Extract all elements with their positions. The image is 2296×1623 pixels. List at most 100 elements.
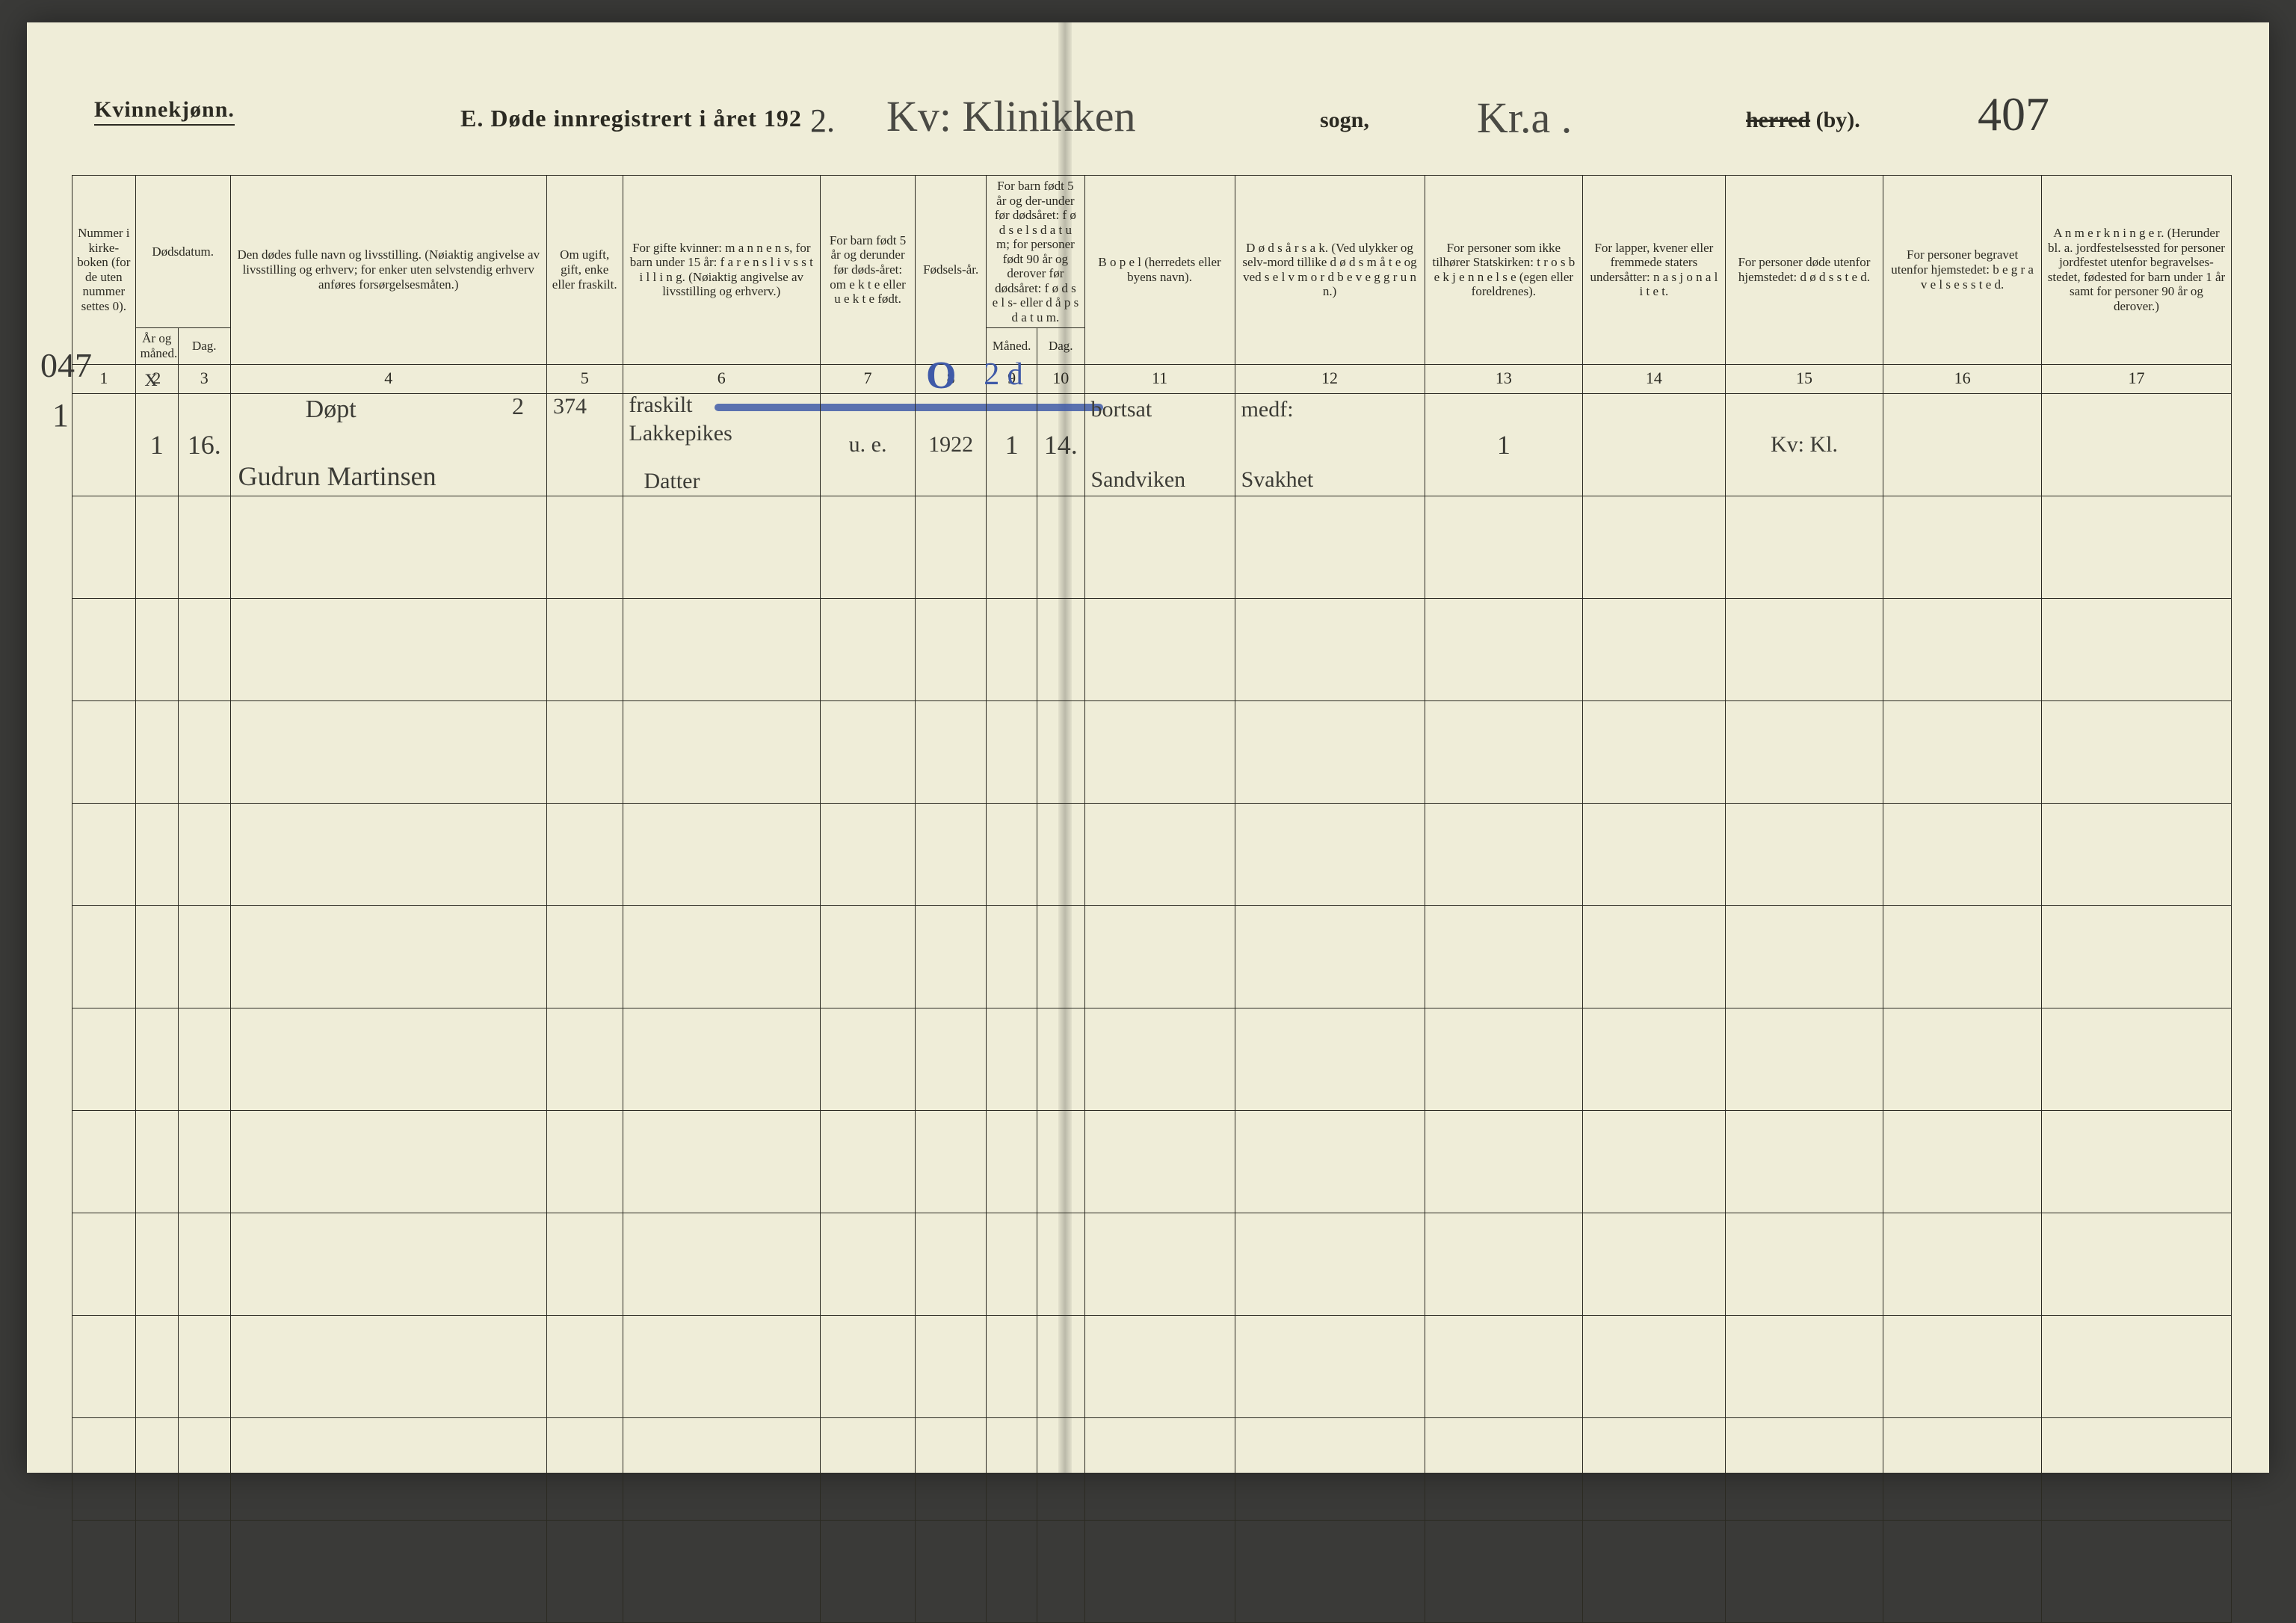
blank-cell: [230, 803, 546, 905]
blank-cell: [821, 1315, 916, 1417]
blank-cell: [1425, 1315, 1583, 1417]
blank-cell: [1725, 496, 1883, 598]
blank-cell: [2041, 598, 2231, 700]
col-12-head: D ø d s å r s a k. (Ved ulykker og selv-…: [1235, 176, 1425, 365]
col-2-3-group: Dødsdatum.: [135, 176, 230, 328]
blank-cell: [1583, 1110, 1725, 1213]
blank-cell: [1235, 1213, 1425, 1315]
colnum-12: 12: [1235, 364, 1425, 393]
blank-cell: [1235, 1008, 1425, 1110]
col-6-head: For gifte kvinner: m a n n e n s, for ba…: [623, 176, 821, 365]
blank-cell: [1583, 1520, 1725, 1622]
col-8-head: Fødsels-år.: [916, 176, 987, 365]
table-body: 1 16. Døpt 2 Gudrun Martinsen 374 fraski…: [72, 393, 2232, 1622]
blank-cell: [916, 1315, 987, 1417]
table-row: [72, 700, 2232, 803]
blank-cell: [2041, 803, 2231, 905]
blank-cell: [821, 598, 916, 700]
r1-c11: bortsat Sandviken: [1084, 393, 1235, 496]
blank-cell: [230, 1213, 546, 1315]
blank-cell: [1425, 700, 1583, 803]
blank-cell: [546, 1008, 623, 1110]
blank-cell: [1883, 1110, 2042, 1213]
r1-c11-top: bortsat: [1091, 398, 1152, 421]
blank-cell: [72, 700, 136, 803]
blank-cell: [546, 700, 623, 803]
blank-cell: [623, 803, 821, 905]
blank-cell: [987, 1008, 1037, 1110]
blank-cell: [1037, 1520, 1085, 1622]
blank-cell: [72, 803, 136, 905]
blank-cell: [1725, 1315, 1883, 1417]
r1-c12-top: medf:: [1241, 398, 1294, 421]
r1-c6-top: fraskilt: [629, 394, 693, 416]
blank-cell: [1235, 1110, 1425, 1213]
blank-cell: [623, 1110, 821, 1213]
blank-cell: [1425, 598, 1583, 700]
blank-cell: [1425, 803, 1583, 905]
r1-c4-sup: 2: [512, 394, 524, 418]
r1-c6: fraskilt Lakkepikes Datter: [623, 393, 821, 496]
blank-cell: [1425, 1417, 1583, 1520]
blank-cell: [230, 496, 546, 598]
blank-cell: [1037, 1110, 1085, 1213]
blank-cell: [987, 1520, 1037, 1622]
blank-cell: [135, 1008, 178, 1110]
r1-c15: Kv: Kl.: [1725, 393, 1883, 496]
blank-cell: [135, 1213, 178, 1315]
header-herred-strike: herred: [1746, 108, 1810, 132]
blank-cell: [623, 1417, 821, 1520]
r1-c5-top: 374: [553, 395, 587, 418]
blank-cell: [1725, 1008, 1883, 1110]
blank-cell: [135, 598, 178, 700]
blank-cell: [1084, 1417, 1235, 1520]
blank-cell: [135, 1315, 178, 1417]
ledger-page: Kvinnekjønn. E. Døde innregistrert i åre…: [27, 22, 2269, 1473]
blank-cell: [72, 1008, 136, 1110]
colnum-6: 6: [623, 364, 821, 393]
blank-cell: [1883, 1417, 2042, 1520]
blank-cell: [916, 496, 987, 598]
blank-cell: [821, 1110, 916, 1213]
head-row-1: Nummer i kirke-boken (for de uten nummer…: [72, 176, 2232, 328]
blank-cell: [916, 700, 987, 803]
colnum-4: 4: [230, 364, 546, 393]
head-num-row: 1 2 x 3 4 5 6 7 8 O 9 2: [72, 364, 2232, 393]
blank-cell: [821, 1520, 916, 1622]
r1-c6-mid: Lakkepikes: [629, 422, 732, 445]
blank-cell: [1084, 496, 1235, 598]
blank-cell: [230, 1315, 546, 1417]
blank-cell: [821, 1417, 916, 1520]
blank-cell: [987, 598, 1037, 700]
blank-cell: [623, 1008, 821, 1110]
blank-cell: [1037, 1315, 1085, 1417]
blank-cell: [1725, 1110, 1883, 1213]
col-14-head: For lapper, kvener eller fremmede stater…: [1583, 176, 1725, 365]
table-row: [72, 1213, 2232, 1315]
blank-cell: [987, 1315, 1037, 1417]
blank-cell: [821, 803, 916, 905]
blank-cell: [135, 803, 178, 905]
blank-cell: [1425, 1213, 1583, 1315]
col-13-head: For personer som ikke tilhører Statskirk…: [1425, 176, 1583, 365]
blank-cell: [987, 1417, 1037, 1520]
blank-cell: [230, 598, 546, 700]
header-sogn-label: sogn,: [1320, 108, 1369, 133]
blank-cell: [1037, 1008, 1085, 1110]
r1-c2: 1: [135, 393, 178, 496]
colnum-8-blueO: O: [926, 353, 956, 399]
col-7-head: For barn født 5 år og derunder før døds-…: [821, 176, 916, 365]
blank-cell: [987, 700, 1037, 803]
blank-cell: [623, 905, 821, 1008]
colnum-10: 10: [1037, 364, 1085, 393]
blank-cell: [135, 496, 178, 598]
col-5-head: Om ugift, gift, enke eller fraskilt.: [546, 176, 623, 365]
blank-cell: [1425, 1110, 1583, 1213]
colnum-9: 9 2 d: [987, 364, 1037, 393]
ledger-table-wrap: Nummer i kirke-boken (for de uten nummer…: [72, 175, 2232, 1428]
blank-cell: [178, 1008, 230, 1110]
blank-cell: [987, 1213, 1037, 1315]
blank-cell: [1583, 1008, 1725, 1110]
blank-cell: [1037, 700, 1085, 803]
blank-cell: [546, 905, 623, 1008]
